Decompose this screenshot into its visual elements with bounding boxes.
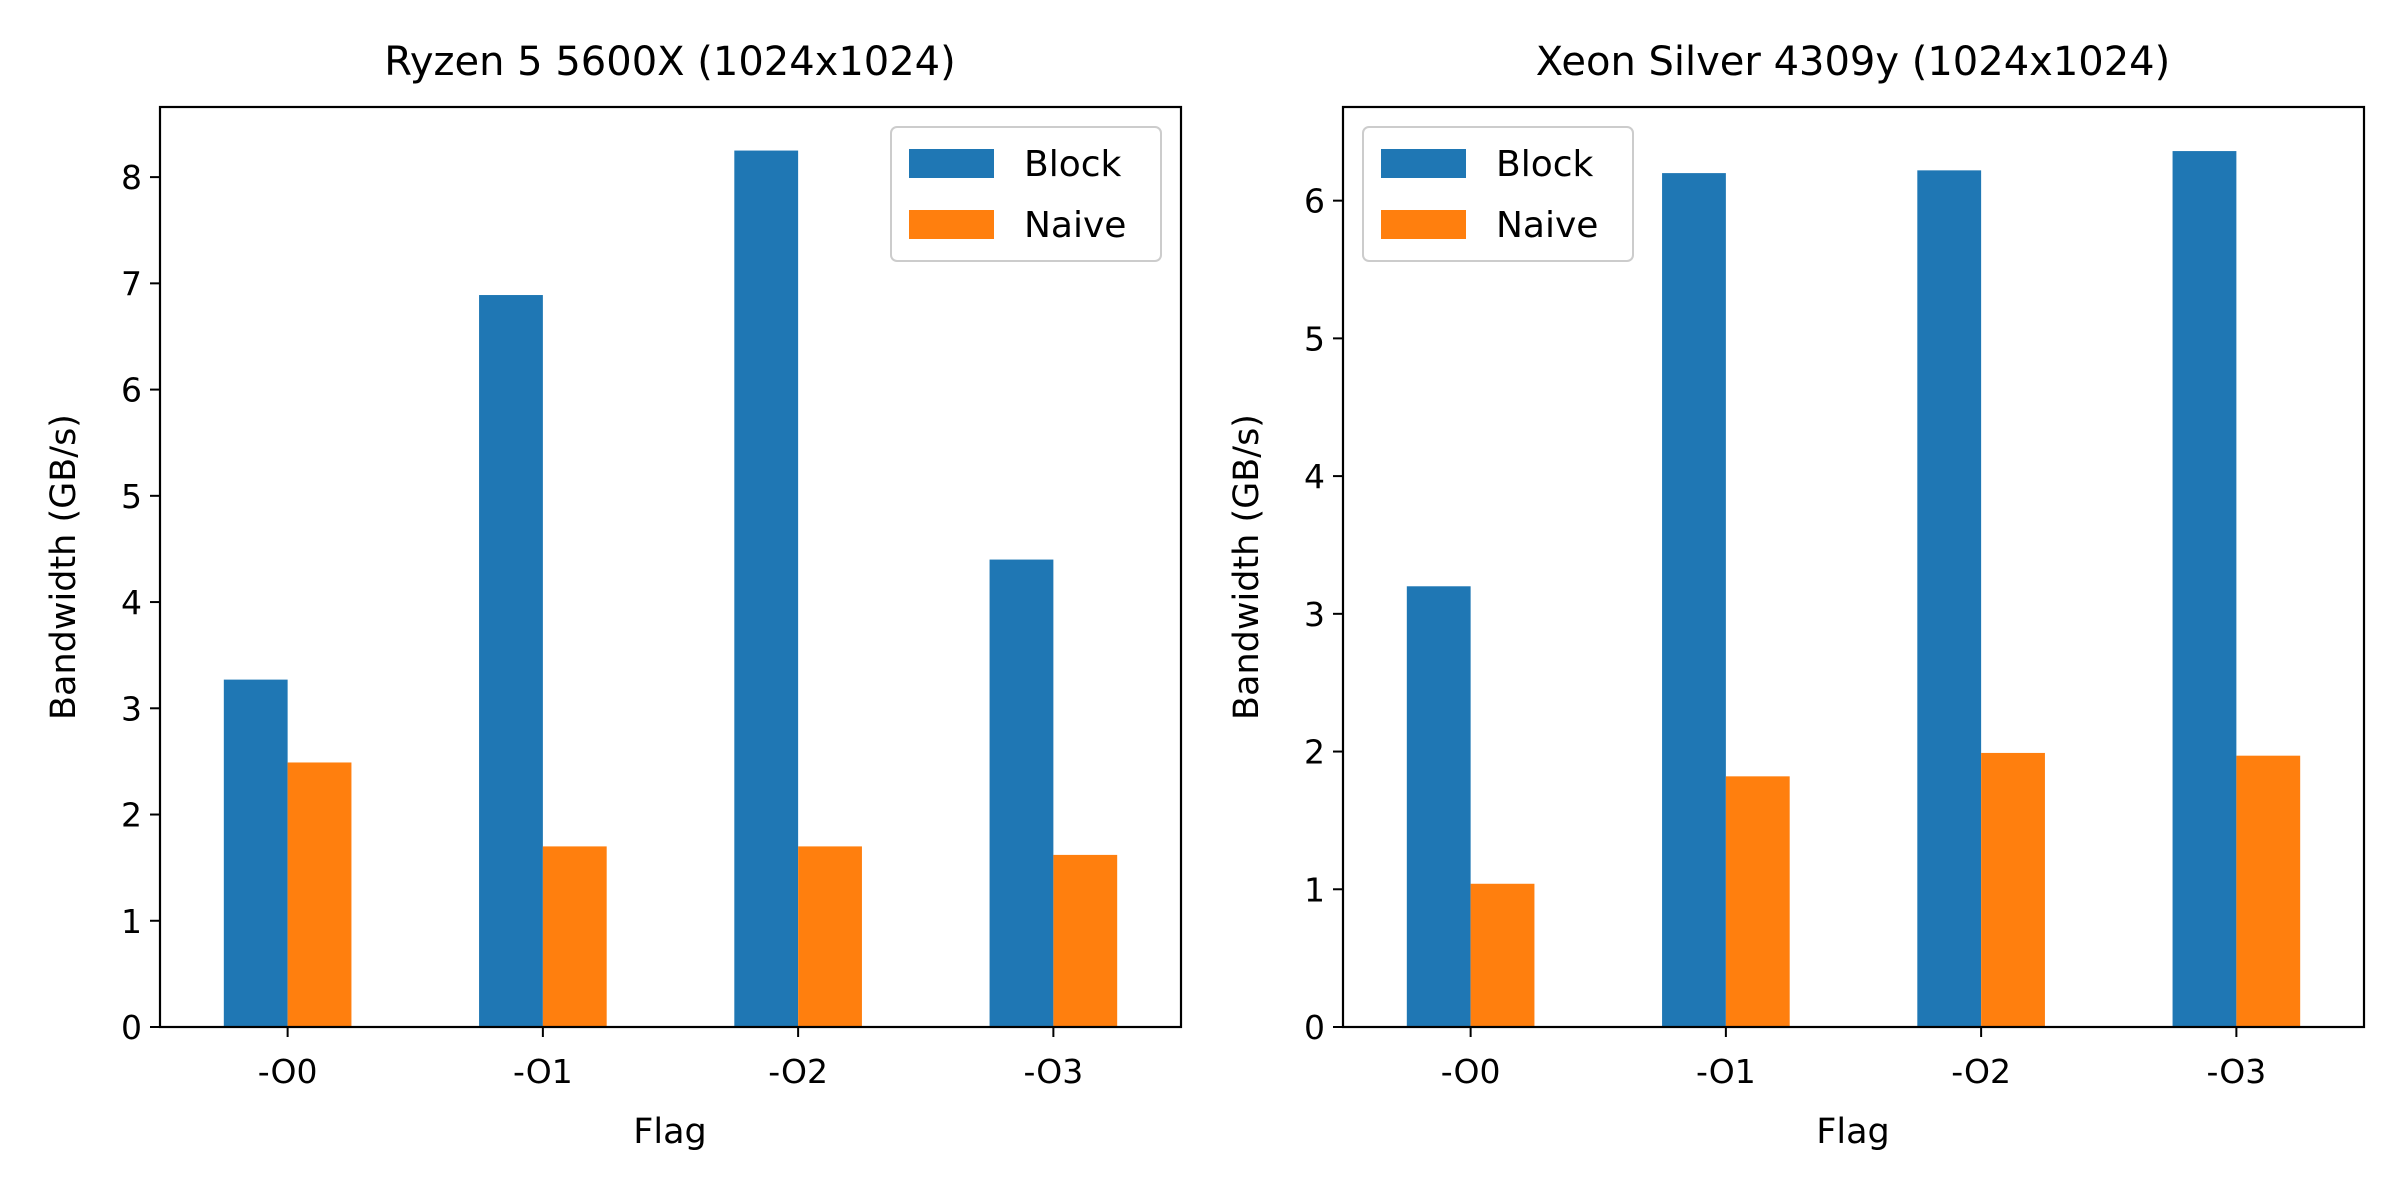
y-tick-label: 0 <box>1304 1008 1325 1047</box>
x-axis-ticks: -O0 -O1 -O2 -O3 <box>258 1027 1083 1091</box>
y-tick-label: 4 <box>121 583 142 622</box>
y-tick-label: 1 <box>121 902 142 941</box>
x-axis-label: Flag <box>633 1112 707 1152</box>
bar-group <box>223 150 1118 1027</box>
x-tick-label: -O1 <box>513 1052 573 1091</box>
bar-naive-o2 <box>1981 752 2045 1027</box>
y-axis-label: Bandwidth (GB/s) <box>44 414 84 720</box>
chart-xeon: Xeon Silver 4309y (1024x1024) 0 1 2 3 4 5 6 -O… <box>1227 39 2366 1152</box>
bar-naive-o3 <box>1053 854 1118 1027</box>
legend-swatch-naive <box>1381 210 1466 239</box>
y-axis-label: Bandwidth (GB/s) <box>1227 414 1267 720</box>
chart-title: Xeon Silver 4309y (1024x1024) <box>1536 39 2170 85</box>
x-tick-label: -O3 <box>2206 1052 2266 1091</box>
x-axis-ticks: -O0 -O1 -O2 -O3 <box>1441 1027 2266 1091</box>
bar-block-o1 <box>479 295 543 1027</box>
x-tick-label: -O2 <box>1951 1052 2011 1091</box>
legend-label-naive: Naive <box>1496 205 1598 246</box>
legend-label-block: Block <box>1024 144 1122 185</box>
y-tick-label: 4 <box>1304 457 1325 496</box>
y-tick-label: 5 <box>121 477 142 516</box>
bar-naive-o0 <box>1470 883 1535 1027</box>
bar-naive-o0 <box>287 762 352 1027</box>
y-tick-label: 5 <box>1304 319 1325 358</box>
bar-block-o0 <box>1406 586 1471 1027</box>
y-tick-label: 3 <box>1304 595 1325 634</box>
y-tick-label: 0 <box>121 1008 142 1047</box>
y-tick-label: 7 <box>121 264 142 303</box>
y-tick-label: 2 <box>1304 733 1325 772</box>
legend: Block Naive <box>1362 126 1634 262</box>
bar-block-o3 <box>2172 151 2237 1028</box>
y-tick-label: 6 <box>121 371 142 410</box>
legend-swatch-block <box>909 149 994 178</box>
bar-block-o0 <box>223 679 288 1027</box>
bar-block-o1 <box>1662 173 1726 1027</box>
legend-label-block: Block <box>1496 144 1594 185</box>
bar-block-o2 <box>1917 170 1982 1028</box>
bar-naive-o1 <box>1725 776 1790 1027</box>
plot-frame <box>1341 105 2366 1029</box>
legend-swatch-naive <box>909 210 994 239</box>
x-axis-label: Flag <box>1816 1112 1890 1152</box>
plot-frame <box>158 105 1183 1029</box>
y-tick-label: 3 <box>121 689 142 728</box>
x-tick-label: -O0 <box>1441 1052 1501 1091</box>
bar-block-o2 <box>734 150 799 1027</box>
x-tick-label: -O3 <box>1023 1052 1083 1091</box>
x-tick-label: -O1 <box>1696 1052 1756 1091</box>
legend: Block Naive <box>890 126 1162 262</box>
chart-title: Ryzen 5 5600X (1024x1024) <box>384 39 956 85</box>
bar-block-o3 <box>989 559 1054 1027</box>
legend-swatch-block <box>1381 149 1466 178</box>
bar-naive-o3 <box>2236 755 2301 1027</box>
y-tick-label: 1 <box>1304 870 1325 909</box>
y-tick-label: 2 <box>121 796 142 835</box>
y-axis-ticks: 0 1 2 3 4 5 6 7 8 <box>121 158 160 1047</box>
bar-naive-o2 <box>798 846 862 1027</box>
y-tick-label: 6 <box>1304 182 1325 221</box>
y-tick-label: 8 <box>121 158 142 197</box>
bar-naive-o1 <box>542 846 607 1027</box>
x-tick-label: -O2 <box>768 1052 828 1091</box>
x-tick-label: -O0 <box>258 1052 318 1091</box>
bar-group <box>1406 151 2301 1028</box>
legend-label-naive: Naive <box>1024 205 1126 246</box>
y-axis-ticks: 0 1 2 3 4 5 6 <box>1304 182 1343 1047</box>
